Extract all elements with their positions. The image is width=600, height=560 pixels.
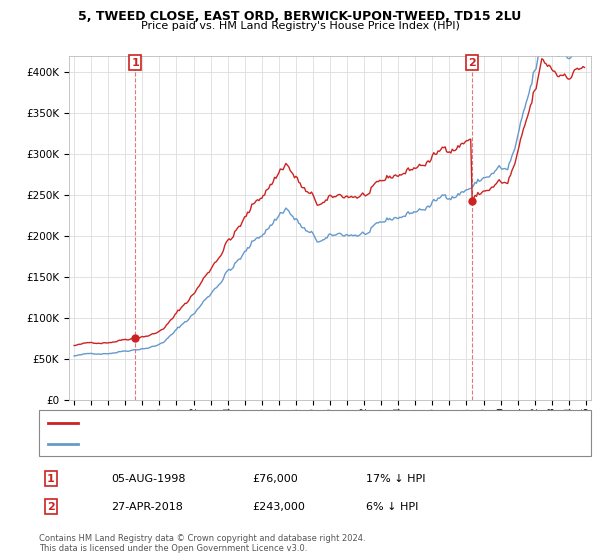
Text: Contains HM Land Registry data © Crown copyright and database right 2024.
This d: Contains HM Land Registry data © Crown c… (39, 534, 365, 553)
Text: 6% ↓ HPI: 6% ↓ HPI (366, 502, 418, 512)
Text: £243,000: £243,000 (252, 502, 305, 512)
Text: 27-APR-2018: 27-APR-2018 (111, 502, 183, 512)
Text: 17% ↓ HPI: 17% ↓ HPI (366, 474, 425, 484)
Text: 2: 2 (47, 502, 55, 512)
Text: 1: 1 (131, 58, 139, 68)
Text: HPI: Average price, detached house, Northumberland: HPI: Average price, detached house, Nort… (84, 438, 346, 449)
Text: 5, TWEED CLOSE, EAST ORD, BERWICK-UPON-TWEED, TD15 2LU: 5, TWEED CLOSE, EAST ORD, BERWICK-UPON-T… (79, 10, 521, 23)
Text: £76,000: £76,000 (252, 474, 298, 484)
Text: Price paid vs. HM Land Registry's House Price Index (HPI): Price paid vs. HM Land Registry's House … (140, 21, 460, 31)
Text: 2: 2 (468, 58, 476, 68)
Text: 5, TWEED CLOSE, EAST ORD, BERWICK-UPON-TWEED, TD15 2LU (detached house): 5, TWEED CLOSE, EAST ORD, BERWICK-UPON-T… (84, 418, 485, 428)
Text: 1: 1 (47, 474, 55, 484)
Text: 05-AUG-1998: 05-AUG-1998 (111, 474, 185, 484)
